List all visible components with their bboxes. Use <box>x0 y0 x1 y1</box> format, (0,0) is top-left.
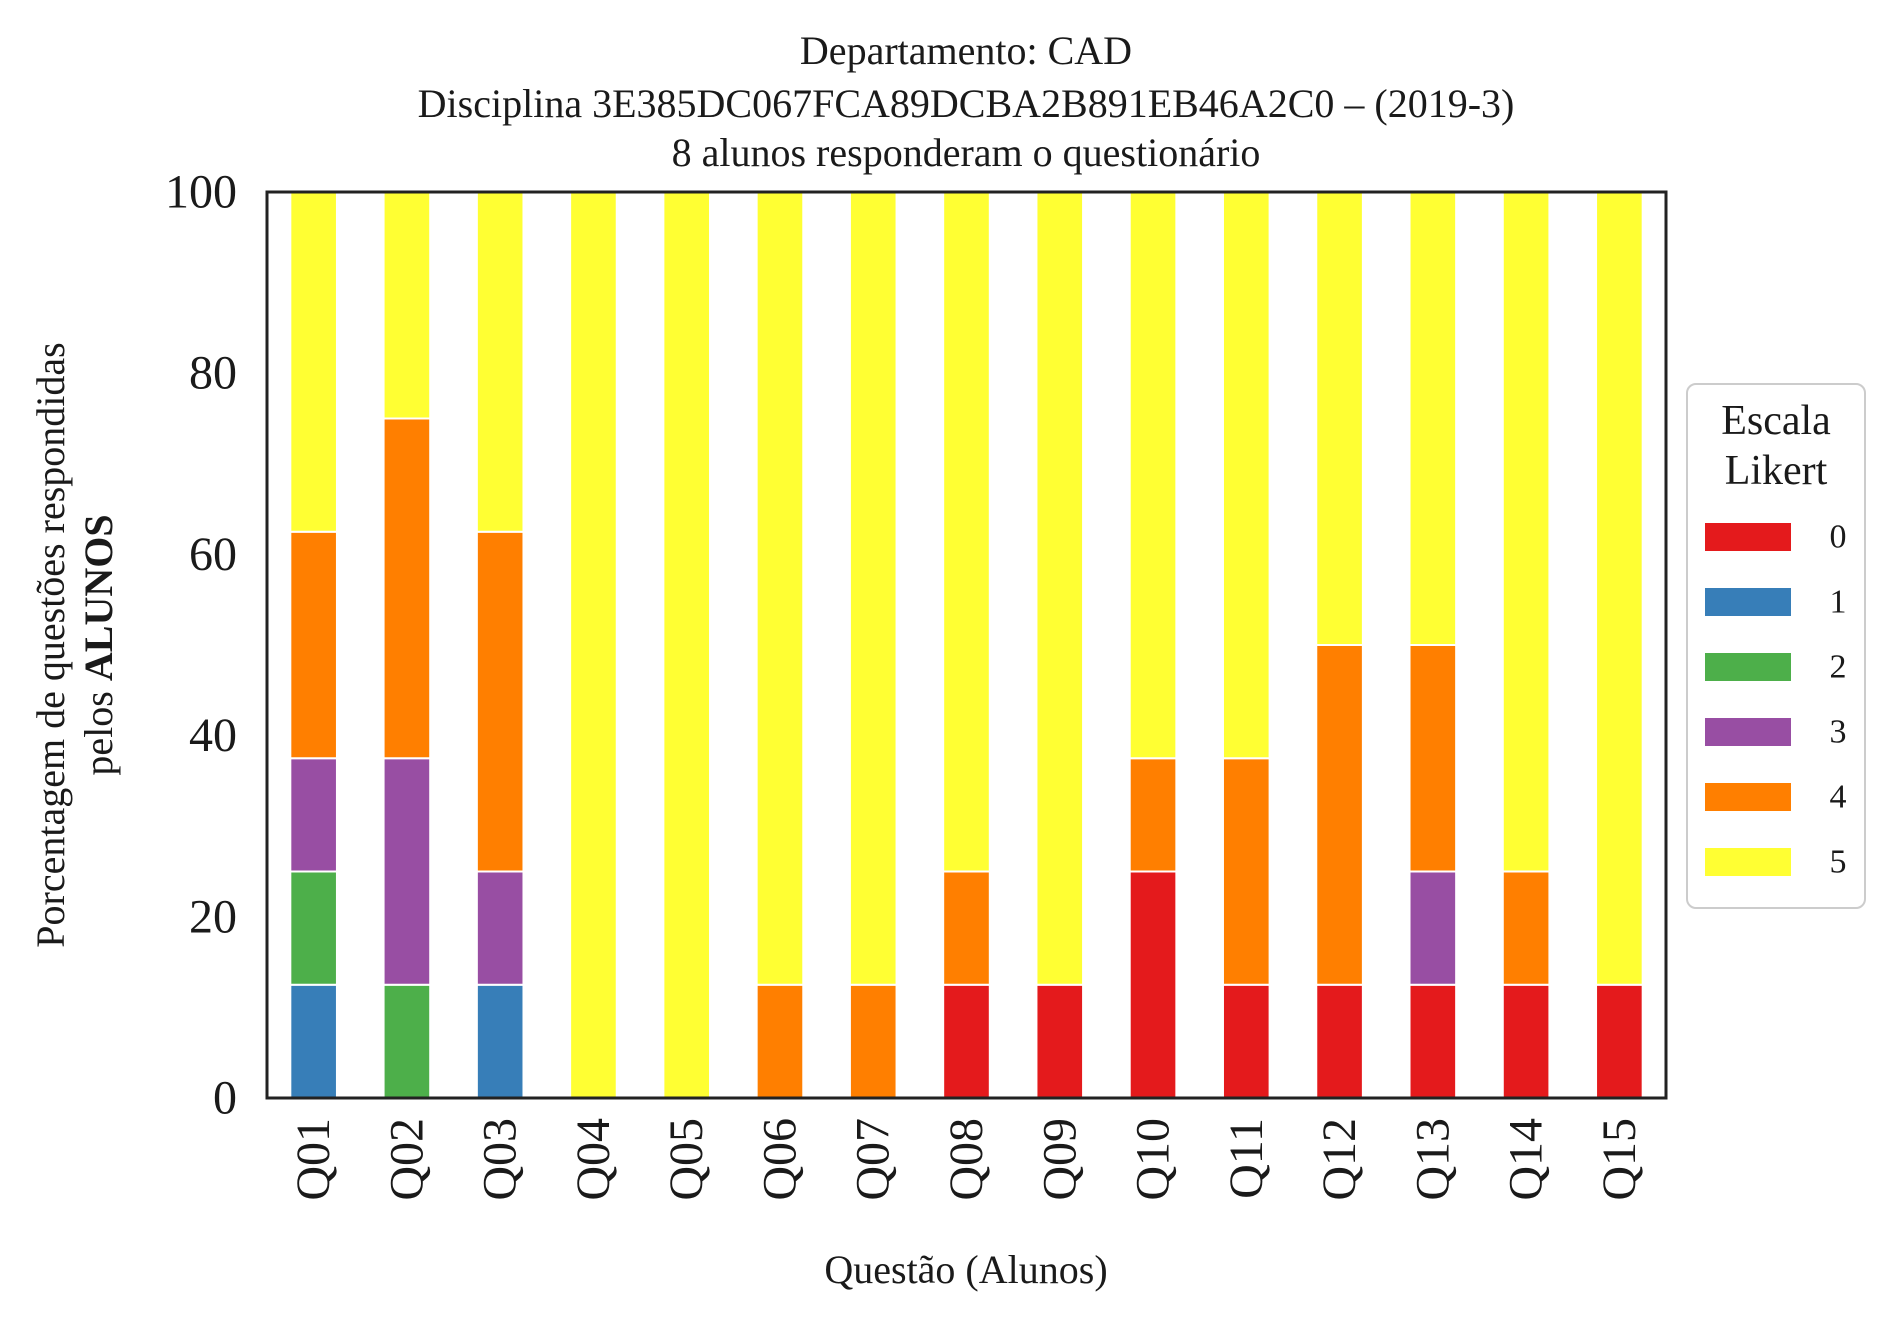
bar-q14-likert-4 <box>1501 870 1551 986</box>
y-tick-label-100: 100 <box>165 166 237 219</box>
bar-q13-likert-0 <box>1408 983 1458 1099</box>
legend-title-line-2: Likert <box>1725 448 1828 494</box>
legend-swatch-2 <box>1705 653 1791 681</box>
legend-swatch-0 <box>1705 523 1791 551</box>
bar-q11-likert-4 <box>1221 757 1271 986</box>
y-axis-ticks: 0 20 40 60 80 100 <box>165 166 237 1125</box>
x-tick-label-q03: Q03 <box>474 1118 527 1201</box>
bar-q11-likert-5 <box>1221 191 1271 760</box>
x-tick-label-q11: Q11 <box>1220 1118 1273 1199</box>
bar-q12-likert-4 <box>1315 644 1364 986</box>
bar-q14-likert-0 <box>1501 983 1551 1099</box>
chart-title: Departamento: CAD Disciplina 3E385DC067F… <box>418 28 1515 175</box>
bar-q12-likert-0 <box>1315 983 1364 1099</box>
legend-swatch-5 <box>1705 848 1791 876</box>
y-tick-label-40: 40 <box>189 709 237 762</box>
legend-swatch-1 <box>1705 588 1791 616</box>
x-tick-label-q12: Q12 <box>1313 1118 1366 1201</box>
bar-q09-likert-5 <box>1035 191 1085 986</box>
y-tick-label-80: 80 <box>189 347 237 400</box>
bar-q13-likert-4 <box>1408 644 1458 873</box>
bar-q08-likert-0 <box>942 983 991 1099</box>
bar-q01-likert-3 <box>289 757 338 873</box>
x-tick-label-q05: Q05 <box>660 1118 713 1201</box>
bar-q15-likert-5 <box>1595 191 1644 986</box>
legend-swatch-3 <box>1705 718 1791 746</box>
bar-q07-likert-5 <box>848 191 898 986</box>
legend: Escala Likert 0 1 2 3 4 5 <box>1686 383 1866 909</box>
bar-q10-likert-5 <box>1128 191 1178 760</box>
legend-swatch-4 <box>1705 783 1791 811</box>
bar-q03-likert-3 <box>475 870 525 986</box>
bar-q15-likert-0 <box>1595 983 1644 1099</box>
plot-frame <box>265 190 1668 1100</box>
y-axis-label-line-1: Porcentagem de questões respondidas <box>28 342 73 947</box>
y-axis-label-prefix: pelos <box>76 681 121 775</box>
bar-q08-likert-5 <box>942 191 991 873</box>
y-tick-label-0: 0 <box>213 1072 237 1125</box>
bar-q02-likert-4 <box>382 417 432 760</box>
bar-q13-likert-5 <box>1408 191 1458 646</box>
x-axis-ticks: Q01 Q02 Q03 Q04 Q05 Q06 Q07 Q08 Q09 Q10 Q11 Q12 Q13 Q… <box>287 1118 1646 1201</box>
x-tick-label-q07: Q07 <box>847 1118 900 1201</box>
legend-label-1: 1 <box>1830 584 1847 621</box>
title-line-3: 8 alunos responderam o questionário <box>672 130 1261 175</box>
x-tick-label-q02: Q02 <box>380 1118 433 1201</box>
legend-items: 0 1 2 3 4 5 <box>1705 519 1847 881</box>
bar-q03-likert-5 <box>475 191 525 533</box>
y-tick-label-60: 60 <box>189 528 237 581</box>
bar-q13-likert-3 <box>1408 870 1458 986</box>
bar-q01-likert-4 <box>289 530 338 760</box>
bar-q05-likert-5 <box>662 191 712 1099</box>
x-tick-label-q14: Q14 <box>1500 1118 1553 1201</box>
bar-q01-likert-2 <box>289 870 338 986</box>
bar-q01-likert-1 <box>289 983 338 1099</box>
legend-box <box>1686 383 1866 909</box>
bars-layer <box>289 191 1644 1099</box>
bar-q02-likert-5 <box>382 191 432 420</box>
bar-q08-likert-4 <box>942 870 991 986</box>
x-tick-label-q01: Q01 <box>287 1118 340 1201</box>
y-axis-label: Porcentagem de questões respondidas pelo… <box>28 342 121 947</box>
x-tick-label-q08: Q08 <box>940 1118 993 1201</box>
x-tick-label-q10: Q10 <box>1127 1118 1180 1201</box>
legend-label-0: 0 <box>1830 519 1847 556</box>
legend-label-3: 3 <box>1830 714 1847 751</box>
bar-q01-likert-5 <box>289 191 338 533</box>
bar-q09-likert-0 <box>1035 983 1085 1099</box>
x-tick-label-q15: Q15 <box>1593 1118 1646 1201</box>
title-line-2: Disciplina 3E385DC067FCA89DCBA2B891EB46A… <box>418 81 1515 126</box>
bar-q06-likert-5 <box>755 191 805 986</box>
bar-q10-likert-0 <box>1128 870 1178 1099</box>
bar-q14-likert-5 <box>1501 191 1551 873</box>
x-tick-label-q13: Q13 <box>1406 1118 1459 1201</box>
title-line-1: Departamento: CAD <box>800 28 1132 73</box>
bar-q07-likert-4 <box>848 983 898 1099</box>
x-tick-label-q06: Q06 <box>753 1118 806 1201</box>
bar-q12-likert-5 <box>1315 191 1364 646</box>
x-tick-label-q09: Q09 <box>1033 1118 1086 1201</box>
bar-q04-likert-5 <box>569 191 618 1099</box>
y-tick-label-20: 20 <box>189 890 237 943</box>
legend-label-5: 5 <box>1830 844 1847 881</box>
x-axis-label: Questão (Alunos) <box>824 1247 1107 1292</box>
bar-q10-likert-4 <box>1128 757 1178 873</box>
bar-q03-likert-1 <box>475 983 525 1099</box>
legend-title-line-1: Escala <box>1721 398 1831 444</box>
bar-q02-likert-2 <box>382 983 432 1099</box>
legend-label-2: 2 <box>1830 649 1847 686</box>
x-tick-label-q04: Q04 <box>567 1118 620 1201</box>
bar-q11-likert-0 <box>1221 983 1271 1099</box>
bar-q02-likert-3 <box>382 757 432 986</box>
bar-q03-likert-4 <box>475 530 525 873</box>
bar-q06-likert-4 <box>755 983 805 1099</box>
y-axis-label-line-2: pelos ALUNOS <box>76 514 121 775</box>
y-axis-label-bold: ALUNOS <box>76 514 121 681</box>
legend-label-4: 4 <box>1830 779 1847 816</box>
